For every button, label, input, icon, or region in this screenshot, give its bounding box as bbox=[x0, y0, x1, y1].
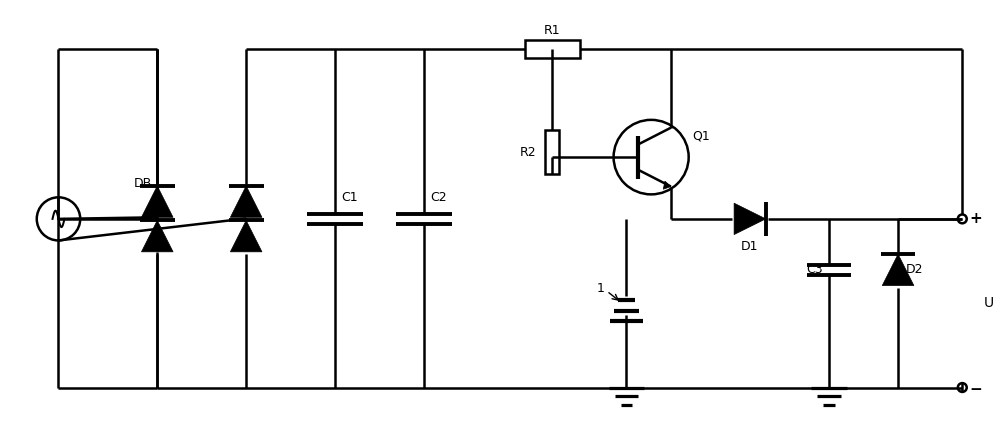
Text: R1: R1 bbox=[544, 23, 561, 37]
Polygon shape bbox=[734, 203, 766, 235]
Text: R2: R2 bbox=[520, 146, 537, 159]
Text: DB: DB bbox=[134, 177, 152, 190]
Text: $\mathbf{-}$: $\mathbf{-}$ bbox=[969, 380, 982, 395]
Text: Q1: Q1 bbox=[693, 129, 710, 142]
Text: D1: D1 bbox=[741, 240, 759, 253]
Polygon shape bbox=[230, 186, 262, 217]
Polygon shape bbox=[230, 220, 262, 252]
Polygon shape bbox=[663, 181, 671, 189]
Polygon shape bbox=[141, 220, 173, 252]
Bar bbox=[545, 130, 559, 174]
Text: 1: 1 bbox=[597, 282, 605, 296]
Text: U: U bbox=[984, 296, 994, 310]
Polygon shape bbox=[882, 254, 914, 285]
Bar bbox=[525, 40, 580, 58]
Text: C1: C1 bbox=[341, 191, 358, 204]
Polygon shape bbox=[141, 186, 173, 217]
Text: D2: D2 bbox=[906, 263, 923, 276]
Text: C2: C2 bbox=[430, 191, 447, 204]
Text: $\mathbf{+}$: $\mathbf{+}$ bbox=[969, 211, 982, 226]
Text: C3: C3 bbox=[806, 263, 823, 276]
